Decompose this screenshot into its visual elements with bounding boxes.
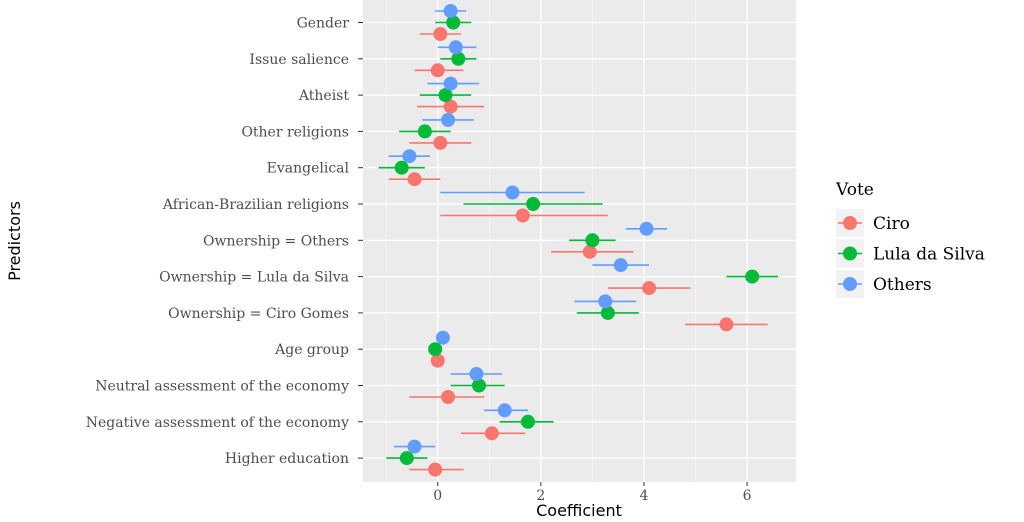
data-point (642, 281, 657, 296)
data-point (471, 378, 486, 393)
data-point (598, 294, 613, 309)
y-tick-label: Higher education (225, 451, 349, 467)
data-point (639, 221, 654, 236)
x-tick-label: 6 (743, 488, 752, 504)
legend-key-point (843, 216, 857, 230)
legend-key-point (843, 246, 857, 261)
data-point (428, 342, 443, 357)
x-axis-title: Coefficient (536, 501, 622, 520)
y-tick-label: Gender (297, 16, 350, 32)
series-ciro (388, 27, 768, 477)
data-point (441, 112, 456, 127)
plot-marks (378, 4, 778, 477)
legend-label: Ciro (873, 214, 910, 234)
legend-key-point (843, 277, 857, 291)
x-tick-label: 0 (433, 488, 442, 504)
data-point (407, 172, 422, 187)
data-point (428, 462, 443, 477)
y-tick-label: Atheist (298, 88, 349, 104)
y-tick-label: Other religions (241, 124, 349, 140)
legend-label: Lula da Silva (873, 245, 985, 265)
data-point (582, 244, 597, 259)
data-point (515, 208, 530, 223)
series-lula-da-silva (378, 15, 778, 466)
data-point (443, 99, 458, 114)
data-point (446, 15, 461, 30)
data-point (719, 317, 734, 332)
legend-label: Others (873, 275, 932, 295)
y-axis-ticks: Gender Issue salience Atheist Other religio… (86, 16, 363, 467)
data-point (497, 403, 512, 418)
legend: Vote Ciro Lula da Silva Others (835, 180, 985, 298)
data-point (430, 63, 445, 78)
data-point (430, 353, 445, 368)
data-point (433, 27, 448, 41)
data-point (520, 414, 535, 429)
data-point (443, 76, 458, 91)
data-point (441, 390, 456, 404)
y-tick-label: Negative assessment of the economy (86, 415, 349, 431)
data-point (585, 233, 600, 248)
data-point (448, 40, 463, 55)
data-point (745, 269, 760, 284)
y-tick-label: Age group (274, 342, 349, 358)
data-point (469, 367, 484, 381)
data-point (417, 124, 432, 139)
series-others (388, 4, 668, 454)
data-point (407, 439, 422, 454)
data-point (438, 88, 453, 103)
data-point (433, 135, 448, 150)
y-axis-title: Predictors (5, 201, 24, 281)
data-point (600, 305, 615, 320)
x-tick-label: 4 (639, 488, 648, 504)
data-point (394, 160, 409, 175)
x-axis-ticks: 0 2 4 6 (433, 482, 752, 504)
y-tick-label: Ownership = Ciro Gomes (168, 306, 349, 322)
y-tick-label: Neutral assessment of the economy (95, 379, 349, 395)
data-point (613, 258, 628, 273)
data-point (435, 330, 450, 345)
y-tick-label: Ownership = Others (203, 233, 349, 249)
data-point (484, 426, 499, 441)
y-tick-label: Ownership = Lula da Silva (159, 270, 349, 286)
y-tick-label: Evangelical (267, 161, 350, 177)
data-point (505, 185, 520, 200)
y-tick-label: African-Brazilian religions (162, 197, 349, 213)
data-point (451, 51, 466, 66)
y-tick-label: Issue salience (249, 52, 349, 68)
legend-title: Vote (835, 180, 874, 200)
x-tick-label: 2 (536, 488, 545, 504)
data-point (526, 197, 541, 211)
data-point (443, 4, 458, 18)
data-point (399, 451, 414, 466)
data-point (402, 149, 417, 164)
